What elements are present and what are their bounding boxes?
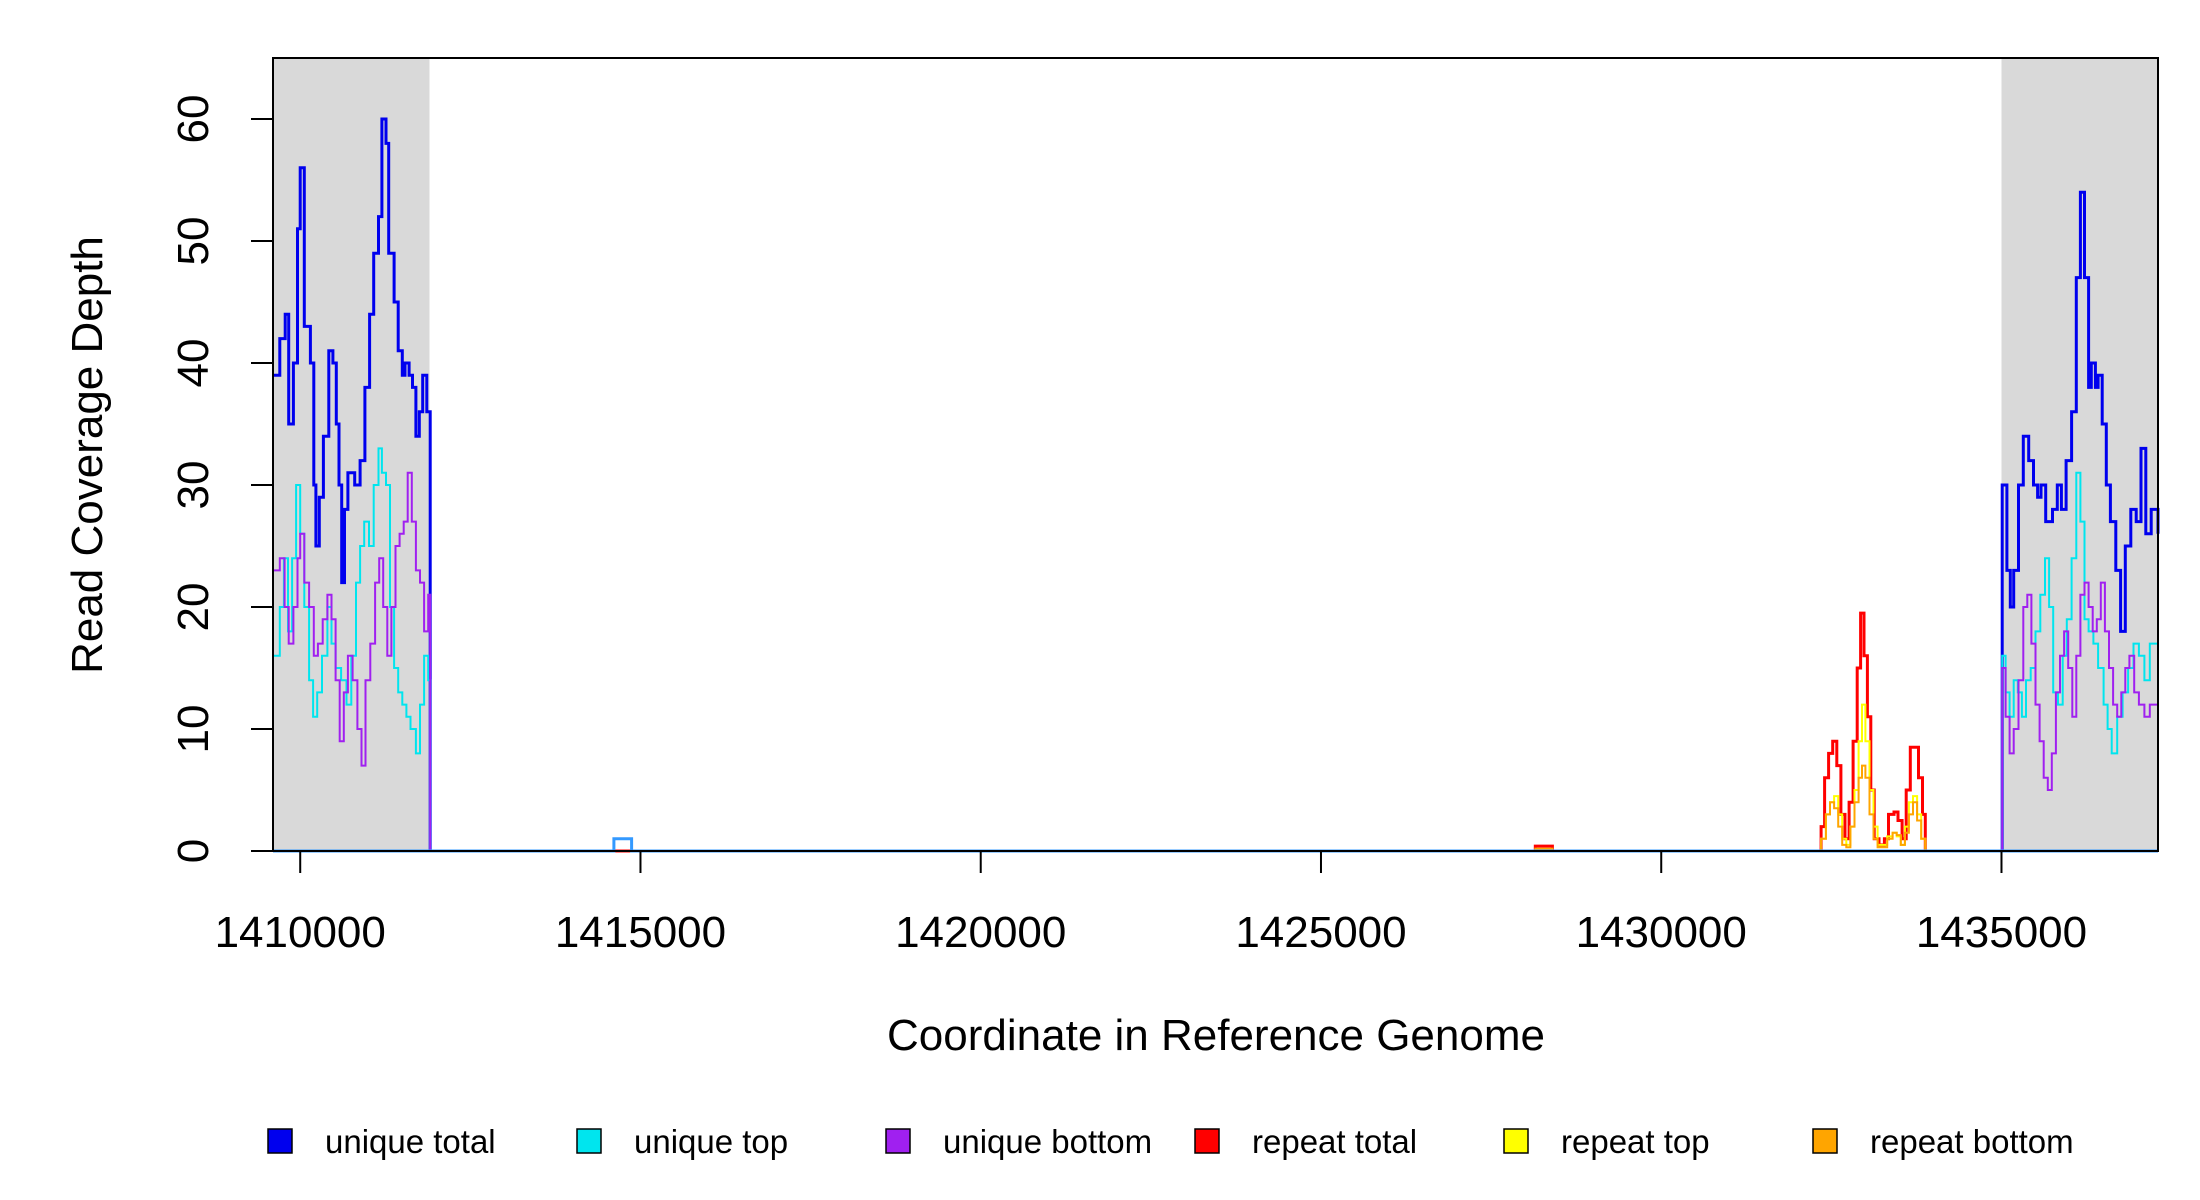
y-tick-label: 10 <box>169 705 218 754</box>
repeat-bottom-line <box>273 764 2158 852</box>
repeat-total-line <box>273 611 2158 853</box>
legend-swatch-repeat-bottom <box>1812 1128 1838 1154</box>
repeat-top-line <box>273 703 2158 852</box>
legend-swatch-unique-bottom <box>885 1128 911 1154</box>
legend-swatch-unique-total <box>267 1128 293 1154</box>
x-tick-label: 1430000 <box>1576 908 1747 957</box>
y-tick-label: 40 <box>169 339 218 388</box>
legend-label-unique-total: unique total <box>325 1123 496 1160</box>
legend-label-unique-bottom: unique bottom <box>943 1123 1152 1160</box>
y-tick-label: 20 <box>169 583 218 632</box>
x-tick-label: 1420000 <box>895 908 1066 957</box>
x-axis-label: Coordinate in Reference Genome <box>887 1011 1545 1060</box>
legend-label-repeat-total: repeat total <box>1252 1123 1417 1160</box>
legend: unique total unique top unique bottom repea… <box>267 1123 2074 1160</box>
legend-swatch-repeat-total <box>1194 1128 1220 1154</box>
plot-frame <box>272 57 2159 852</box>
y-tick-label: 0 <box>169 839 218 863</box>
y-tick-label: 50 <box>169 217 218 266</box>
x-tick-label: 1415000 <box>555 908 726 957</box>
legend-swatch-repeat-top <box>1503 1128 1529 1154</box>
x-tick-label: 1410000 <box>215 908 386 957</box>
y-tick-label: 30 <box>169 461 218 510</box>
y-axis-label: Read Coverage Depth <box>63 236 112 674</box>
x-tick-label: 1435000 <box>1916 908 2087 957</box>
shaded-regions <box>273 58 2158 851</box>
legend-label-unique-top: unique top <box>634 1123 788 1160</box>
legend-label-repeat-top: repeat top <box>1561 1123 1710 1160</box>
shaded-region-1 <box>273 58 430 851</box>
legend-label-repeat-bottom: repeat bottom <box>1870 1123 2074 1160</box>
shaded-region-2 <box>2001 58 2158 851</box>
y-tick-label: 60 <box>169 95 218 144</box>
x-tick-label: 1425000 <box>1235 908 1406 957</box>
unique-total-line <box>273 117 2160 853</box>
legend-swatch-unique-top <box>576 1128 602 1154</box>
axes: 1410000 1415000 1420000 1425000 1430000 14350… <box>169 95 2087 957</box>
series-7-line <box>273 837 2158 853</box>
series-lines <box>273 117 2160 853</box>
